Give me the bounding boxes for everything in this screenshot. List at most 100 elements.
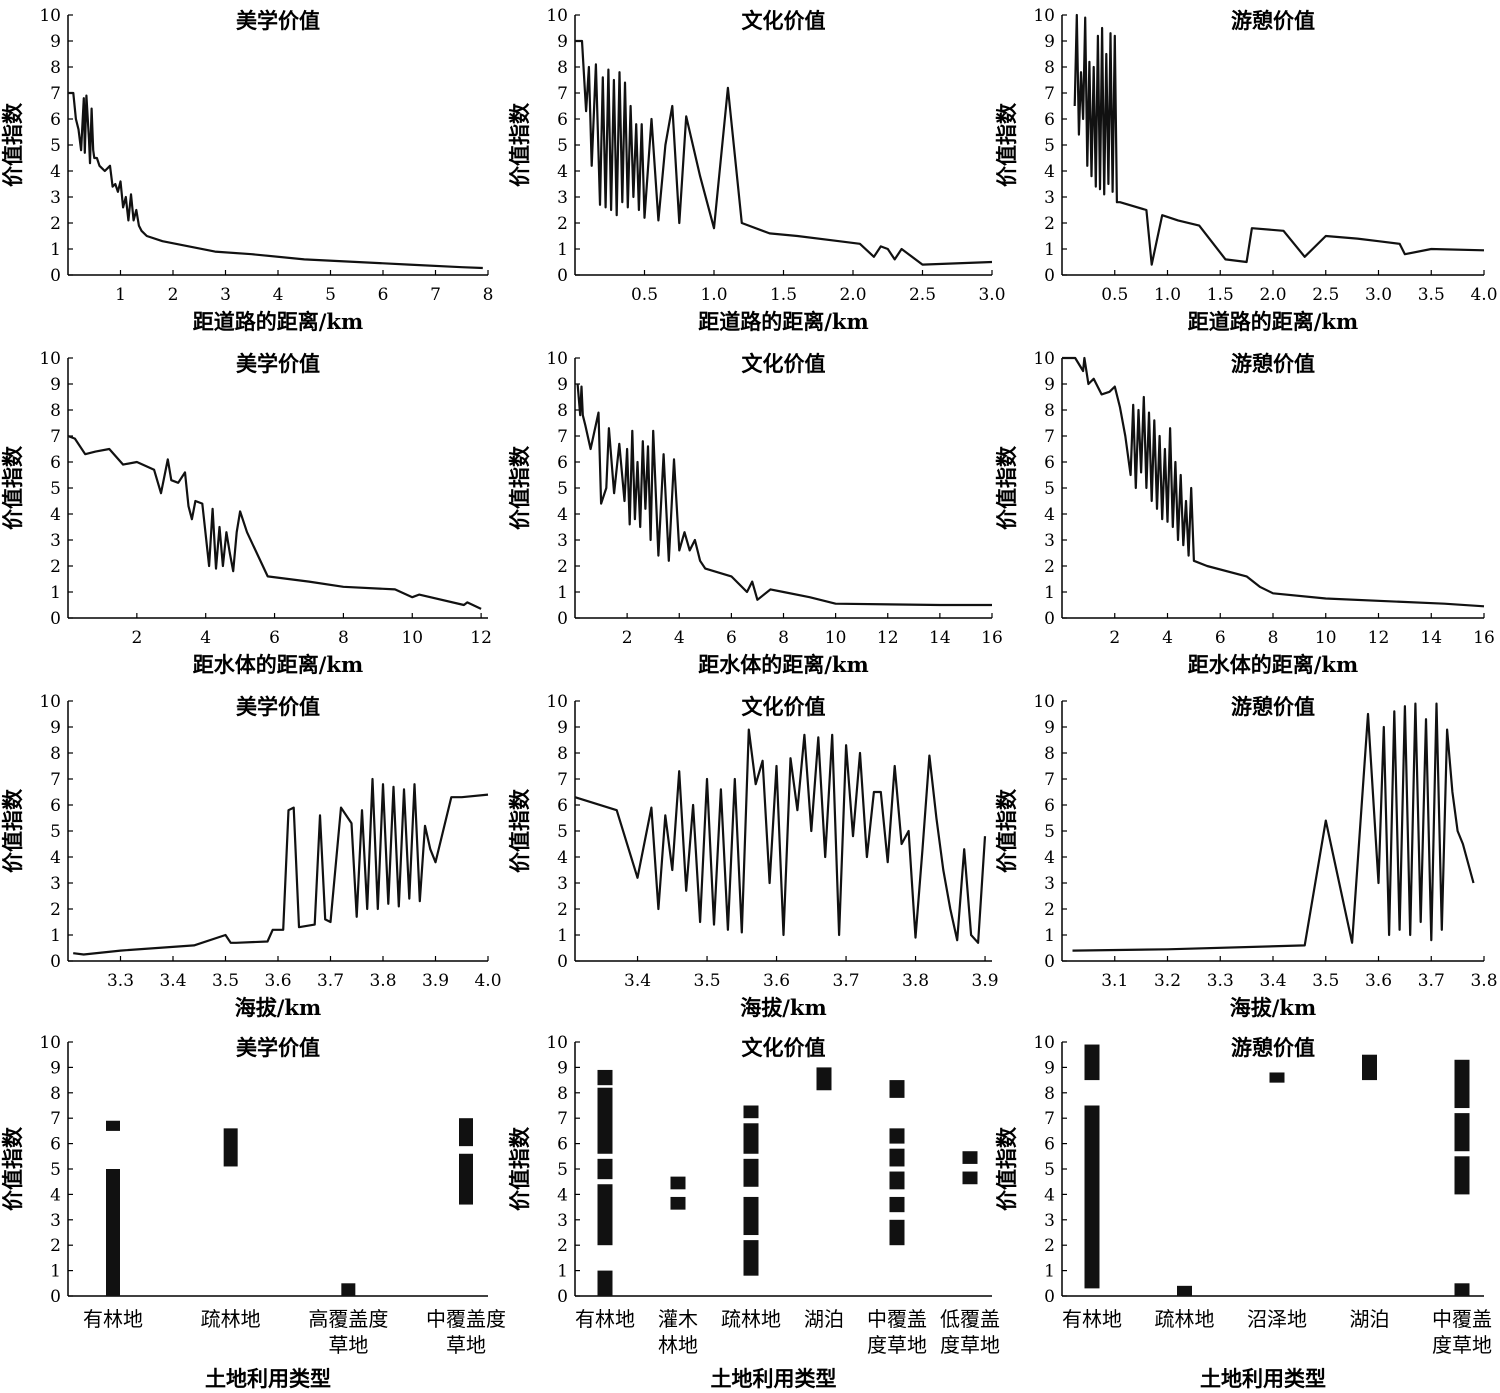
- y-tick-label: 7: [1044, 1109, 1055, 1129]
- y-tick-label: 3: [557, 1211, 568, 1231]
- category-label: 湖泊: [1350, 1307, 1390, 1331]
- y-tick-label: 4: [557, 162, 568, 182]
- y-tick-label: 6: [1044, 796, 1055, 816]
- y-axis-label: 价值指数: [0, 445, 25, 530]
- y-tick-label: 0: [557, 1287, 568, 1307]
- x-axis-label: 土地利用类型: [1200, 1366, 1326, 1391]
- category-label: 沼泽地: [1247, 1307, 1307, 1331]
- series-line: [1072, 702, 1475, 952]
- category-label: 疏林地: [1155, 1307, 1215, 1331]
- y-axis-label: 价值指数: [507, 102, 532, 187]
- x-tick-label: 1.0: [700, 285, 727, 305]
- x-tick-label: 2.0: [839, 285, 866, 305]
- y-tick-label: 8: [557, 401, 568, 421]
- range-bar: [889, 1219, 905, 1246]
- y-tick-label: 7: [557, 84, 568, 104]
- x-tick-label: 8: [338, 628, 349, 648]
- x-tick-label: 3.9: [972, 971, 999, 991]
- y-tick-label: 10: [1033, 349, 1055, 369]
- category-label: 中覆盖度: [426, 1307, 506, 1331]
- x-tick-label: 4: [273, 285, 284, 305]
- y-tick-label: 9: [50, 375, 61, 395]
- y-tick-label: 0: [1044, 952, 1055, 972]
- y-tick-label: 1: [557, 240, 568, 260]
- y-axis-label: 价值指数: [0, 788, 25, 873]
- x-tick-label: 6: [269, 628, 280, 648]
- range-bar: [670, 1196, 686, 1210]
- range-bar: [597, 1158, 613, 1180]
- y-tick-label: 7: [1044, 427, 1055, 447]
- category-label: 度草地: [867, 1333, 927, 1357]
- x-tick-label: 4: [200, 628, 211, 648]
- x-tick-label: 4: [674, 628, 685, 648]
- range-bar: [743, 1196, 759, 1236]
- series-line: [73, 777, 489, 956]
- y-tick-label: 5: [557, 822, 568, 842]
- y-tick-label: 3: [1044, 188, 1055, 208]
- x-tick-label: 3.6: [763, 971, 790, 991]
- range-bar: [459, 1118, 473, 1147]
- y-tick-label: 0: [50, 609, 61, 629]
- x-tick-label: 4: [1162, 628, 1173, 648]
- y-tick-label: 10: [39, 1033, 61, 1053]
- y-tick-label: 6: [50, 1135, 61, 1155]
- y-tick-label: 5: [50, 479, 61, 499]
- y-tick-label: 2: [557, 900, 568, 920]
- y-tick-label: 8: [1044, 401, 1055, 421]
- x-tick-label: 2: [622, 628, 633, 648]
- y-tick-label: 0: [557, 266, 568, 286]
- category-label: 疏林地: [201, 1307, 261, 1331]
- x-tick-label: 3.3: [1207, 971, 1234, 991]
- y-axis-label: 价值指数: [507, 445, 532, 530]
- range-bar: [597, 1184, 613, 1246]
- series-line: [1073, 13, 1485, 266]
- x-axis-label: 海拔/km: [740, 995, 826, 1020]
- y-tick-label: 5: [50, 1160, 61, 1180]
- y-tick-label: 9: [1044, 1058, 1055, 1078]
- y-axis-label: 价值指数: [0, 102, 25, 187]
- y-tick-label: 6: [1044, 110, 1055, 130]
- y-tick-label: 4: [50, 1185, 61, 1205]
- y-tick-label: 1: [1044, 926, 1055, 946]
- x-tick-label: 8: [778, 628, 789, 648]
- x-tick-label: 1: [115, 285, 126, 305]
- y-tick-label: 2: [1044, 214, 1055, 234]
- y-tick-label: 9: [557, 375, 568, 395]
- y-axis-label: 价值指数: [994, 445, 1019, 530]
- y-tick-label: 7: [1044, 84, 1055, 104]
- y-tick-label: 10: [39, 692, 61, 712]
- series-line: [68, 91, 483, 270]
- x-tick-label: 16: [1473, 628, 1495, 648]
- x-tick-label: 7: [430, 285, 441, 305]
- y-tick-label: 1: [50, 926, 61, 946]
- x-tick-label: 6: [1215, 628, 1226, 648]
- category-label: 有林地: [1062, 1307, 1122, 1331]
- category-label: 草地: [328, 1333, 368, 1357]
- x-axis-label: 距道路的距离/km: [1188, 309, 1358, 334]
- x-tick-label: 12: [470, 628, 492, 648]
- range-bar: [597, 1270, 613, 1296]
- y-tick-label: 2: [557, 557, 568, 577]
- y-tick-label: 7: [50, 427, 61, 447]
- y-tick-label: 9: [557, 32, 568, 52]
- range-bar: [1084, 1044, 1100, 1081]
- y-tick-label: 0: [50, 952, 61, 972]
- y-tick-label: 7: [50, 84, 61, 104]
- x-tick-label: 0.5: [631, 285, 658, 305]
- y-tick-label: 6: [557, 796, 568, 816]
- y-tick-label: 2: [1044, 900, 1055, 920]
- x-tick-label: 3: [220, 285, 231, 305]
- x-tick-label: 2: [168, 285, 179, 305]
- category-label: 中覆盖: [1432, 1307, 1492, 1331]
- y-axis-label: 价值指数: [507, 788, 532, 873]
- y-axis-label: 价值指数: [994, 102, 1019, 187]
- y-tick-label: 3: [50, 874, 61, 894]
- chart-title: 美学价值: [236, 8, 320, 33]
- series-line: [67, 434, 482, 610]
- y-tick-label: 8: [50, 401, 61, 421]
- y-tick-label: 1: [1044, 583, 1055, 603]
- x-tick-label: 2.5: [909, 285, 936, 305]
- series-line: [575, 39, 993, 266]
- y-tick-label: 6: [50, 796, 61, 816]
